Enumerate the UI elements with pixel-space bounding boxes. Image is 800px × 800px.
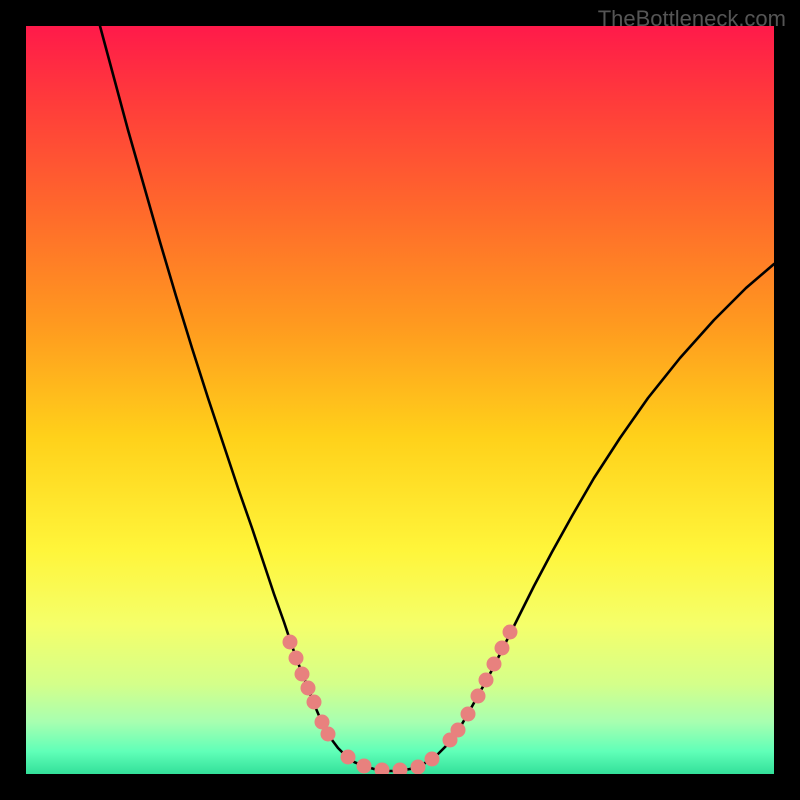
data-marker xyxy=(461,707,476,722)
curve-layer xyxy=(26,26,774,774)
data-marker xyxy=(471,689,486,704)
data-marker xyxy=(393,763,408,775)
data-marker xyxy=(357,759,372,774)
chart-container: TheBottleneck.com xyxy=(0,0,800,800)
data-marker xyxy=(375,763,390,775)
data-marker xyxy=(341,750,356,765)
data-marker xyxy=(495,641,510,656)
data-marker xyxy=(301,681,316,696)
data-marker xyxy=(451,723,466,738)
data-marker xyxy=(487,657,502,672)
data-marker xyxy=(479,673,494,688)
data-marker xyxy=(503,625,518,640)
watermark-text: TheBottleneck.com xyxy=(598,6,786,32)
data-marker xyxy=(307,695,322,710)
data-marker xyxy=(295,667,310,682)
data-marker xyxy=(289,651,304,666)
bottleneck-curve xyxy=(100,26,774,771)
plot-area xyxy=(26,26,774,774)
data-marker xyxy=(411,760,426,775)
data-marker xyxy=(425,752,440,767)
data-markers xyxy=(283,625,518,775)
data-marker xyxy=(321,727,336,742)
data-marker xyxy=(283,635,298,650)
